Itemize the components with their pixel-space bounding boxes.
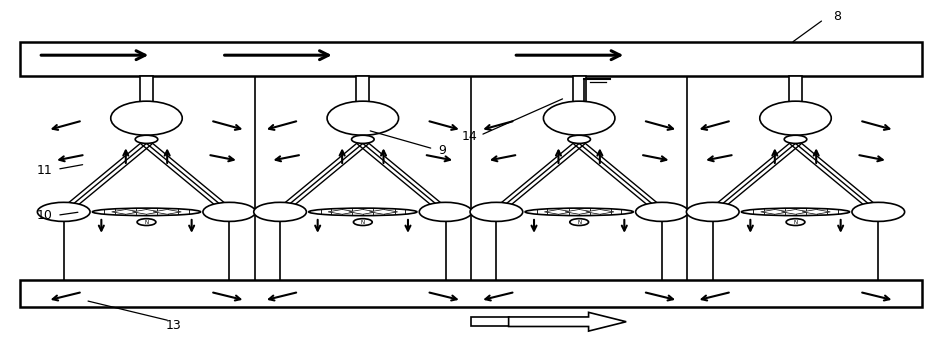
Bar xyxy=(140,76,153,105)
Ellipse shape xyxy=(138,219,155,225)
Circle shape xyxy=(470,202,523,221)
Ellipse shape xyxy=(568,135,591,143)
Polygon shape xyxy=(565,210,593,214)
Bar xyxy=(789,76,802,105)
Polygon shape xyxy=(369,210,398,214)
Polygon shape xyxy=(586,210,614,214)
Text: 10: 10 xyxy=(37,209,53,222)
Ellipse shape xyxy=(309,208,417,215)
Ellipse shape xyxy=(741,208,850,215)
Polygon shape xyxy=(112,210,140,214)
Text: 11: 11 xyxy=(37,165,52,177)
Circle shape xyxy=(852,202,904,221)
Circle shape xyxy=(38,202,90,221)
Text: 13: 13 xyxy=(165,319,181,332)
Bar xyxy=(573,76,586,105)
Ellipse shape xyxy=(136,135,157,143)
Text: 8: 8 xyxy=(833,10,841,23)
Polygon shape xyxy=(782,210,809,214)
Polygon shape xyxy=(349,210,377,214)
Bar xyxy=(356,76,369,105)
Polygon shape xyxy=(544,210,573,214)
Ellipse shape xyxy=(544,101,615,135)
Bar xyxy=(471,317,509,326)
Polygon shape xyxy=(153,210,181,214)
Polygon shape xyxy=(133,210,160,214)
Bar xyxy=(20,280,922,307)
Ellipse shape xyxy=(111,101,182,135)
Ellipse shape xyxy=(353,219,372,225)
Polygon shape xyxy=(761,210,789,214)
Circle shape xyxy=(687,202,739,221)
Ellipse shape xyxy=(327,101,398,135)
Ellipse shape xyxy=(92,208,201,215)
Text: N: N xyxy=(793,220,798,225)
Ellipse shape xyxy=(760,101,831,135)
Polygon shape xyxy=(328,210,356,214)
Circle shape xyxy=(253,202,306,221)
Circle shape xyxy=(203,202,255,221)
Text: N: N xyxy=(361,220,365,225)
Circle shape xyxy=(419,202,472,221)
Bar xyxy=(20,42,922,76)
Ellipse shape xyxy=(351,135,374,143)
Text: N: N xyxy=(577,220,581,225)
Ellipse shape xyxy=(525,208,633,215)
Text: N: N xyxy=(144,220,149,225)
Circle shape xyxy=(636,202,689,221)
Polygon shape xyxy=(802,210,830,214)
Ellipse shape xyxy=(787,219,804,225)
Ellipse shape xyxy=(570,219,589,225)
Text: 14: 14 xyxy=(462,130,478,143)
Polygon shape xyxy=(509,312,626,331)
Text: 9: 9 xyxy=(438,144,446,157)
Ellipse shape xyxy=(785,135,806,143)
